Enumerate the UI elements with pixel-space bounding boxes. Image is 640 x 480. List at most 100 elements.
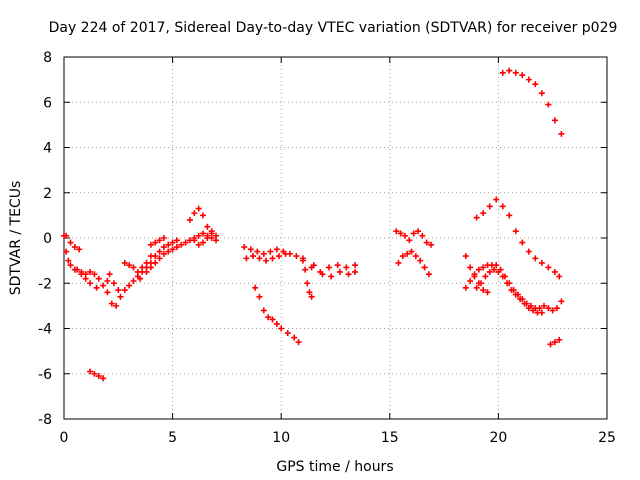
data-point: [186, 216, 193, 223]
data-point: [545, 264, 552, 271]
data-point: [208, 228, 215, 235]
data-point: [486, 268, 493, 275]
data-point: [536, 305, 543, 312]
data-point: [352, 268, 359, 275]
data-point: [519, 72, 526, 79]
data-point: [538, 309, 545, 316]
data-point: [260, 250, 267, 257]
x-tick-label: 25: [598, 430, 616, 446]
data-point: [517, 296, 524, 303]
data-point: [160, 235, 167, 241]
series-track-25: [547, 336, 563, 348]
data-point: [295, 339, 302, 346]
data-point: [117, 293, 124, 300]
series-track-19: [395, 248, 432, 278]
data-point: [486, 203, 493, 210]
data-point: [506, 212, 513, 219]
data-point: [139, 264, 146, 271]
series-track-22: [473, 266, 545, 316]
data-point: [67, 239, 74, 246]
data-point: [243, 255, 250, 262]
data-point: [152, 239, 159, 246]
y-axis-label: SDTVAR / TECUs: [8, 181, 24, 296]
data-point: [169, 239, 176, 246]
data-point: [525, 76, 532, 83]
series-track-14: [252, 284, 302, 346]
data-point: [76, 246, 83, 253]
y-tick-label: 2: [43, 186, 52, 202]
data-point: [87, 268, 94, 275]
data-point: [499, 273, 506, 280]
series-track-4: [87, 368, 107, 382]
data-point: [113, 302, 120, 309]
series-track-18: [393, 228, 435, 248]
data-point: [269, 255, 276, 262]
data-point: [93, 284, 100, 291]
series-track-1: [61, 232, 111, 291]
data-point: [499, 69, 506, 76]
data-point: [334, 262, 341, 269]
data-point: [130, 277, 137, 284]
data-point: [87, 368, 94, 375]
data-point: [512, 69, 519, 76]
data-point: [345, 271, 352, 278]
series-track-13: [243, 250, 289, 264]
series-track-23: [473, 196, 563, 280]
data-point: [291, 334, 298, 341]
data-point: [299, 257, 306, 264]
data-point: [173, 244, 180, 251]
data-point: [134, 268, 141, 275]
data-point: [284, 330, 291, 337]
data-point: [538, 259, 545, 266]
series-track-24: [499, 67, 565, 137]
data-point: [165, 248, 172, 255]
data-point: [532, 81, 539, 88]
data-point: [506, 67, 513, 74]
data-point: [169, 246, 176, 253]
data-point: [421, 264, 428, 271]
y-tick-label: 4: [43, 141, 52, 157]
data-point: [63, 248, 70, 255]
data-point: [406, 237, 413, 244]
data-point: [262, 257, 269, 264]
y-tick-label: -6: [38, 367, 52, 383]
data-point: [541, 302, 548, 309]
data-point: [110, 280, 117, 287]
data-point: [71, 244, 78, 251]
chart-title: Day 224 of 2017, Sidereal Day-to-day VTE…: [49, 20, 618, 36]
data-point: [493, 196, 500, 203]
data-point: [402, 232, 409, 239]
data-point: [282, 250, 289, 257]
data-point: [254, 248, 261, 255]
data-point: [160, 244, 167, 251]
data-point: [310, 262, 317, 269]
x-tick-label: 20: [489, 430, 507, 446]
data-point: [137, 275, 144, 282]
data-point: [425, 271, 432, 278]
data-point: [558, 298, 565, 305]
data-point: [495, 268, 502, 275]
data-point: [328, 273, 335, 280]
data-point: [191, 210, 198, 217]
data-point: [95, 373, 102, 380]
data-point: [484, 289, 491, 296]
data-point: [532, 255, 539, 262]
data-point: [482, 273, 489, 280]
data-point: [404, 250, 411, 257]
data-point: [473, 284, 480, 291]
data-point: [67, 262, 74, 269]
data-point: [395, 259, 402, 266]
data-point: [121, 259, 128, 266]
data-point: [352, 262, 359, 269]
data-point: [538, 90, 545, 97]
data-point: [126, 262, 133, 269]
data-point: [419, 232, 426, 239]
data-point: [408, 248, 415, 255]
data-point: [95, 275, 102, 282]
data-point: [551, 268, 558, 275]
plot-frame: [63, 56, 608, 420]
data-point: [256, 293, 263, 300]
data-point: [471, 273, 478, 280]
data-point: [147, 264, 154, 271]
